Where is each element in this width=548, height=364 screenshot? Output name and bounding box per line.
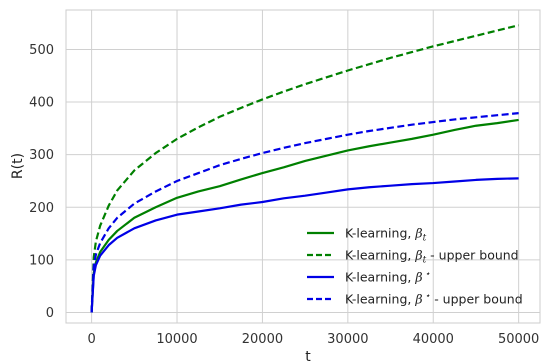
series-line-2: [90, 24, 519, 313]
legend-label-4: K-learning, β ⋆ - upper bound: [345, 292, 523, 307]
x-tick-label: 30000: [327, 332, 368, 347]
tick-labels: 0 10000 20000 30000 40000 50000 0 100 200 300 400 5…: [29, 43, 539, 347]
legend-label-2: K-learning, βt - upper bound: [345, 248, 519, 266]
y-tick-label: 100: [29, 253, 54, 268]
y-tick-label: 400: [29, 96, 54, 111]
x-tick-label: 50000: [498, 332, 539, 347]
plot-area: [65, 9, 541, 324]
y-tick-label: 0: [46, 306, 54, 321]
x-tick-label: 20000: [242, 332, 283, 347]
y-tick-label: 500: [29, 43, 54, 58]
y-tick-label: 200: [29, 201, 54, 216]
legend-label-1: K-learning, βt: [345, 226, 427, 244]
x-tick-label: 40000: [413, 332, 454, 347]
legend: K-learning, βt K-learning, βt - upper bou…: [307, 226, 523, 307]
y-axis-label: R(t): [10, 153, 26, 179]
x-tick-label: 0: [87, 332, 95, 347]
y-tick-label: 300: [29, 148, 54, 163]
x-tick-label: 10000: [156, 332, 197, 347]
series-line-4: [90, 112, 519, 313]
legend-label-3: K-learning, β ⋆: [345, 270, 431, 285]
x-axis-label: t: [305, 349, 311, 364]
series-line-3: [90, 177, 519, 313]
series-line-1: [90, 118, 519, 313]
grid: [66, 10, 540, 323]
series-layer: [90, 24, 519, 313]
